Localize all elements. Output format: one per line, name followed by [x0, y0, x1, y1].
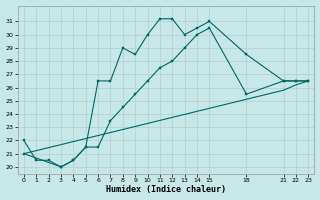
- X-axis label: Humidex (Indice chaleur): Humidex (Indice chaleur): [106, 185, 226, 194]
